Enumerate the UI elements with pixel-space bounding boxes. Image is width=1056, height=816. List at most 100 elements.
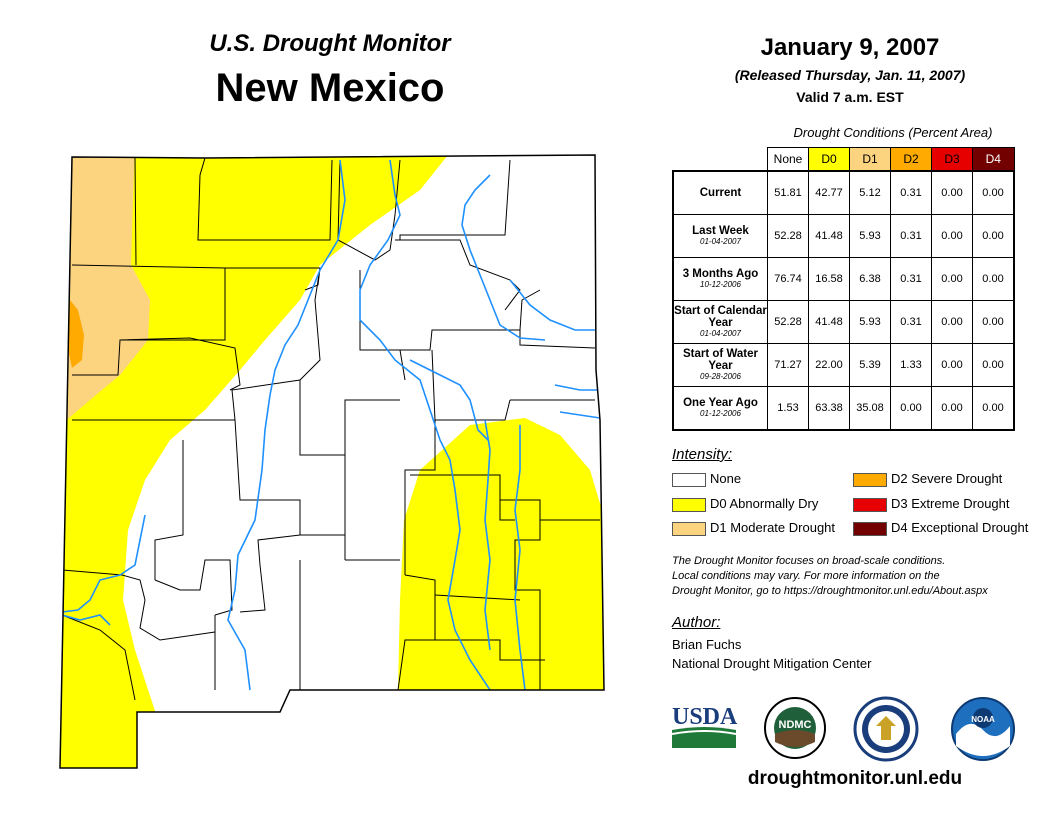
table-cell: 0.00 bbox=[972, 257, 1015, 301]
table-cell: 0.00 bbox=[972, 300, 1015, 344]
table-cell: 0.00 bbox=[931, 300, 973, 344]
legend-item-none: None bbox=[672, 471, 741, 487]
table-cell: 71.27 bbox=[767, 343, 809, 387]
table-cell: 0.00 bbox=[890, 386, 932, 431]
row-label-text: Start of Water Year bbox=[683, 348, 758, 372]
table-header-row: None D0 D1 D2 D3 D4 bbox=[673, 147, 1015, 172]
row-label-text: Start of Calendar Year bbox=[674, 305, 767, 329]
table-row: Start of Calendar Year 01-04-2007 52.28 41.… bbox=[672, 300, 1015, 344]
table-cell: 52.28 bbox=[767, 300, 809, 344]
table-cell: 16.58 bbox=[808, 257, 850, 301]
table-cell: 41.48 bbox=[808, 214, 850, 258]
table-cell: 1.53 bbox=[767, 386, 809, 431]
table-cell: 0.00 bbox=[931, 170, 973, 215]
row-label: Start of Water Year 09-28-2006 bbox=[672, 343, 768, 387]
disclaimer-line: The Drought Monitor focuses on broad-sca… bbox=[672, 555, 946, 567]
legend-item-d4: D4 Exceptional Drought bbox=[853, 520, 1028, 536]
legend-swatch bbox=[853, 497, 887, 512]
usda-logo-text: USDA bbox=[672, 704, 738, 730]
state-outline bbox=[59, 154, 605, 769]
row-label-text: 3 Months Ago bbox=[682, 268, 759, 280]
table-cell: 41.48 bbox=[808, 300, 850, 344]
row-label: Last Week 01-04-2007 bbox=[672, 214, 768, 258]
noaa-logo: NOAA bbox=[951, 697, 1015, 761]
table-cell: 0.31 bbox=[890, 257, 932, 301]
table-cell: 5.93 bbox=[849, 214, 891, 258]
commerce-seal-logo bbox=[853, 696, 919, 762]
table-row: Last Week 01-04-2007 52.28 41.48 5.93 0.31 0.0… bbox=[672, 214, 1015, 258]
table-cell: 1.33 bbox=[890, 343, 932, 387]
table-cell: 22.00 bbox=[808, 343, 850, 387]
legend-swatch bbox=[853, 472, 887, 487]
legend-title: Intensity: bbox=[672, 446, 733, 463]
table-cell: 5.39 bbox=[849, 343, 891, 387]
table-cell: 5.12 bbox=[849, 170, 891, 215]
valid-time: Valid 7 a.m. EST bbox=[796, 89, 904, 105]
table-cell: 0.00 bbox=[931, 343, 973, 387]
website-link[interactable]: droughtmonitor.unl.edu bbox=[747, 768, 963, 789]
legend-swatch bbox=[672, 497, 706, 512]
row-date: 01-12-2006 bbox=[700, 409, 741, 418]
table-cell: 0.31 bbox=[890, 214, 932, 258]
new-mexico-drought-map bbox=[59, 154, 605, 769]
col-header-d1: D1 bbox=[849, 147, 891, 172]
col-header-d0: D0 bbox=[808, 147, 850, 172]
map-title: New Mexico bbox=[215, 66, 445, 110]
row-date: 09-28-2006 bbox=[700, 372, 741, 381]
row-date: 10-12-2006 bbox=[700, 280, 741, 289]
table-cell: 5.93 bbox=[849, 300, 891, 344]
ndmc-logo: NDMC bbox=[764, 697, 826, 759]
table-cell: 0.31 bbox=[890, 300, 932, 344]
legend-swatch bbox=[672, 472, 706, 487]
author-title: Author: bbox=[672, 614, 721, 631]
table-cell: 63.38 bbox=[808, 386, 850, 431]
col-header-d4: D4 bbox=[972, 147, 1015, 172]
table-cell: 35.08 bbox=[849, 386, 891, 431]
table-corner bbox=[673, 148, 768, 172]
ndmc-logo-text: NDMC bbox=[779, 719, 812, 731]
disclaimer-line: Drought Monitor, go to https://droughtmo… bbox=[672, 585, 988, 597]
legend-swatch bbox=[672, 521, 706, 536]
table-cell: 51.81 bbox=[767, 170, 809, 215]
noaa-logo-text: NOAA bbox=[971, 715, 995, 724]
legend-item-d1: D1 Moderate Drought bbox=[672, 520, 835, 536]
table-cell: 0.00 bbox=[931, 386, 973, 431]
row-date: 01-04-2007 bbox=[700, 329, 741, 338]
row-label: Start of Calendar Year 01-04-2007 bbox=[672, 300, 768, 344]
table-row: One Year Ago 01-12-2006 1.53 63.38 35.08 0.00… bbox=[672, 386, 1015, 431]
row-label: Current bbox=[672, 170, 768, 215]
disclaimer-line: Local conditions may vary. For more info… bbox=[672, 570, 940, 582]
table-cell: 0.31 bbox=[890, 170, 932, 215]
table-cell: 0.00 bbox=[972, 214, 1015, 258]
row-label-text: Last Week bbox=[692, 225, 749, 237]
table-cell: 52.28 bbox=[767, 214, 809, 258]
table-cell: 0.00 bbox=[931, 214, 973, 258]
rivers bbox=[61, 159, 601, 691]
disclaimer-text: The Drought Monitor focuses on broad-sca… bbox=[672, 554, 1052, 599]
author-name: Brian Fuchs bbox=[672, 637, 742, 652]
col-header-none: None bbox=[767, 147, 809, 172]
table-row: 3 Months Ago 10-12-2006 76.74 16.58 6.38 0.31… bbox=[672, 257, 1015, 301]
usda-logo: USDA bbox=[671, 704, 738, 748]
release-date: (Released Thursday, Jan. 11, 2007) bbox=[734, 67, 966, 83]
table-caption: Drought Conditions (Percent Area) bbox=[793, 125, 993, 140]
legend-item-d3: D3 Extreme Drought bbox=[853, 496, 1010, 512]
table-row: Start of Water Year 09-28-2006 71.27 22.00 5… bbox=[672, 343, 1015, 387]
table-cell: 6.38 bbox=[849, 257, 891, 301]
table-cell: 76.74 bbox=[767, 257, 809, 301]
col-header-d3: D3 bbox=[931, 147, 973, 172]
map-subtitle: U.S. Drought Monitor bbox=[209, 30, 451, 57]
row-label-text: Current bbox=[699, 187, 742, 199]
legend-item-d2: D2 Severe Drought bbox=[853, 471, 1002, 487]
author-org: National Drought Mitigation Center bbox=[672, 656, 872, 671]
map-date: January 9, 2007 bbox=[760, 34, 940, 61]
table-cell: 42.77 bbox=[808, 170, 850, 215]
row-label: 3 Months Ago 10-12-2006 bbox=[672, 257, 768, 301]
table-cell: 0.00 bbox=[972, 386, 1015, 431]
legend-swatch bbox=[853, 521, 887, 536]
row-label: One Year Ago 01-12-2006 bbox=[672, 386, 768, 431]
table-cell: 0.00 bbox=[972, 170, 1015, 215]
table-cell: 0.00 bbox=[972, 343, 1015, 387]
col-header-d2: D2 bbox=[890, 147, 932, 172]
table-cell: 0.00 bbox=[931, 257, 973, 301]
